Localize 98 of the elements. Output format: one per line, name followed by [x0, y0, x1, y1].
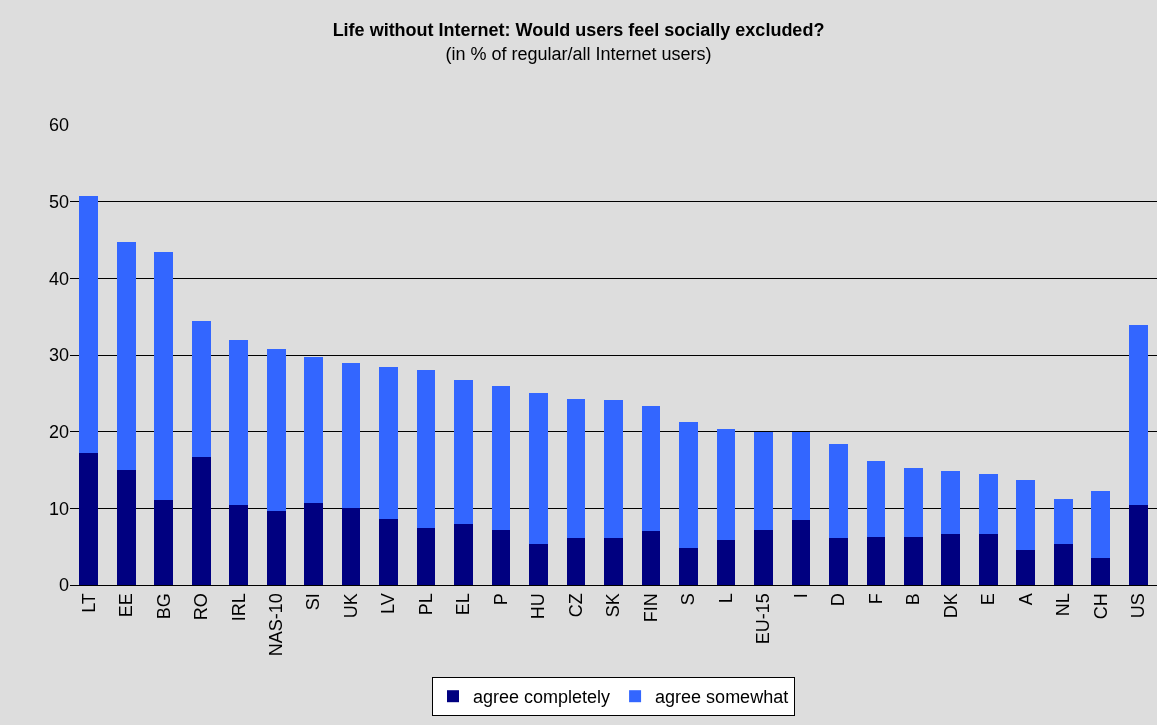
- bar: [154, 499, 174, 585]
- bar: [341, 362, 361, 509]
- bar: [454, 523, 473, 585]
- bar: [491, 385, 511, 530]
- bar: [829, 538, 848, 585]
- bar: [566, 398, 586, 539]
- bar: [116, 241, 136, 470]
- bar: [941, 470, 961, 534]
- bar: [1128, 325, 1148, 506]
- bar: [679, 422, 698, 549]
- bar: [529, 544, 548, 585]
- bar: [1053, 499, 1073, 545]
- bar: [341, 508, 361, 585]
- x-tick-label: DK: [940, 593, 961, 619]
- x-tick-label: F: [865, 593, 886, 605]
- x-tick-label: A: [1015, 593, 1036, 606]
- bar: [716, 539, 736, 585]
- bar: [604, 400, 623, 539]
- x-tick-label: SI: [303, 593, 324, 611]
- bar: [978, 473, 998, 535]
- legend-label: agree completely: [473, 687, 611, 708]
- x-tick-label: LT: [78, 593, 99, 613]
- bar: [491, 529, 511, 585]
- bar: [79, 195, 99, 454]
- y-tick-label: 10: [48, 498, 69, 519]
- bar: [1091, 490, 1111, 559]
- bar: [304, 356, 324, 503]
- bar: [116, 470, 136, 585]
- x-tick-label: CZ: [565, 593, 586, 618]
- bar: [941, 533, 961, 585]
- bar: [679, 548, 698, 585]
- x-tick-label: HU: [528, 593, 549, 620]
- x-tick-label: RO: [191, 593, 212, 621]
- bar: [454, 380, 473, 524]
- y-tick-label: 40: [48, 268, 69, 289]
- x-tick-label: IRL: [228, 593, 249, 622]
- x-tick-label: S: [678, 593, 699, 606]
- x-tick-label: EL: [453, 593, 474, 616]
- y-tick-label: 30: [48, 345, 69, 366]
- bar: [866, 460, 886, 537]
- x-tick-label: B: [903, 593, 924, 606]
- x-tick-label: US: [1128, 593, 1149, 619]
- bar: [791, 432, 811, 520]
- x-tick-label: EU-15: [753, 593, 774, 645]
- bar: [829, 443, 848, 539]
- x-tick-label: PL: [415, 593, 436, 616]
- bar: [791, 519, 811, 585]
- y-tick-label: 0: [58, 575, 69, 596]
- bar: [754, 431, 773, 530]
- bar: [79, 453, 99, 585]
- y-tick-label: 60: [48, 115, 69, 136]
- x-tick-label: UK: [340, 593, 361, 619]
- x-tick-label: EE: [116, 593, 137, 618]
- bar: [229, 505, 249, 585]
- bar: [154, 252, 174, 500]
- x-tick-label: LV: [378, 593, 399, 614]
- bar: [1128, 505, 1148, 585]
- x-tick-label: L: [715, 593, 736, 604]
- y-tick-label: 50: [48, 191, 69, 212]
- bar: [566, 538, 586, 585]
- bar: [903, 537, 923, 585]
- bar: [266, 511, 286, 585]
- bar: [1016, 479, 1036, 550]
- x-tick-label: CH: [1090, 593, 1111, 620]
- bar: [978, 534, 998, 585]
- bar: [903, 467, 923, 538]
- x-tick-label: E: [978, 593, 999, 606]
- bar: [304, 502, 324, 585]
- bar: [866, 536, 886, 585]
- x-tick-label: P: [490, 593, 511, 606]
- chart-subtitle: (in % of regular/all Internet users): [445, 43, 712, 64]
- x-tick-label: SK: [603, 593, 624, 618]
- bar: [716, 428, 736, 540]
- bar: [604, 538, 623, 585]
- x-tick-label: I: [790, 593, 811, 599]
- x-tick-label: NAS-10: [266, 593, 287, 657]
- legend-label: agree somewhat: [655, 687, 789, 708]
- bar: [379, 367, 398, 520]
- bar: [1053, 544, 1073, 585]
- x-tick-label: NL: [1053, 593, 1074, 617]
- bar: [229, 340, 249, 506]
- bar: [191, 456, 211, 585]
- x-tick-label: D: [828, 593, 849, 607]
- chart-title: Life without Internet: Would users feel socially excluded?: [332, 20, 825, 41]
- y-tick-label: 20: [48, 421, 69, 442]
- bar: [191, 321, 211, 457]
- bar: [754, 529, 773, 585]
- bar: [416, 527, 436, 585]
- bar: [641, 531, 661, 585]
- bar: [1016, 549, 1036, 585]
- x-tick-label: FIN: [640, 593, 661, 623]
- bar: [379, 519, 398, 585]
- bar: [1091, 558, 1111, 585]
- bar: [416, 370, 436, 528]
- x-tick-label: BG: [153, 593, 174, 620]
- bar: [641, 406, 661, 532]
- bar: [266, 348, 286, 512]
- bar: [529, 393, 548, 545]
